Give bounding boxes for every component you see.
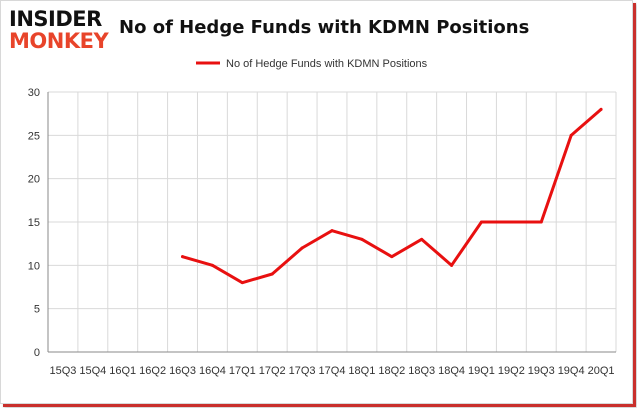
x-tick-label: 19Q4 [558, 365, 585, 377]
axes: 0 5 10 15 20 25 30 15Q3 15Q4 16Q1 16Q2 16Q3 16Q4 17Q1… [28, 87, 616, 377]
data-point [181, 255, 185, 259]
x-tick-label: 17Q3 [289, 365, 316, 377]
legend: No of Hedge Funds with KDMN Positions [196, 58, 428, 70]
data-point [509, 220, 513, 224]
legend-label: No of Hedge Funds with KDMN Positions [226, 58, 428, 70]
data-point [450, 263, 454, 267]
y-tick-label: 10 [28, 260, 40, 272]
data-point [420, 237, 424, 241]
y-tick-label: 5 [34, 304, 40, 316]
x-tick-label: 16Q4 [199, 365, 226, 377]
data-point [539, 220, 543, 224]
x-tick-label: 18Q2 [378, 365, 405, 377]
y-tick-label: 25 [28, 130, 40, 142]
y-tick-label: 30 [28, 87, 40, 99]
data-point [300, 246, 304, 250]
x-tick-label: 17Q4 [319, 365, 346, 377]
x-tick-label: 15Q3 [49, 365, 76, 377]
x-tick-label: 18Q1 [348, 365, 375, 377]
y-tick-label: 15 [28, 217, 40, 229]
x-tick-label: 19Q1 [468, 365, 495, 377]
logo-line-monkey: MONKEY [9, 29, 109, 53]
x-tick-label: 17Q1 [229, 365, 256, 377]
x-tick-label: 16Q2 [139, 365, 166, 377]
y-tick-label: 20 [28, 174, 40, 186]
series-layer [181, 107, 603, 285]
data-point [360, 237, 364, 241]
y-tick-label: 0 [34, 347, 40, 359]
x-tick-label: 20Q1 [588, 365, 615, 377]
data-point [240, 281, 244, 285]
x-tick-label: 15Q4 [79, 365, 106, 377]
logo-line-insider: INSIDER [9, 7, 102, 31]
x-tick-label: 19Q2 [498, 365, 525, 377]
data-point [569, 133, 573, 137]
x-tick-label: 19Q3 [528, 365, 555, 377]
data-point [330, 229, 334, 233]
data-point [479, 220, 483, 224]
data-point [390, 255, 394, 259]
data-point [210, 263, 214, 267]
x-tick-label: 16Q3 [169, 365, 196, 377]
x-tick-label: 18Q4 [438, 365, 465, 377]
x-tick-label: 17Q2 [259, 365, 286, 377]
insider-monkey-logo: INSIDER MONKEY [9, 7, 119, 55]
x-tick-label: 18Q3 [408, 365, 435, 377]
data-point [599, 107, 603, 111]
data-point [270, 272, 274, 276]
grid-lines [47, 91, 617, 352]
x-tick-label: 16Q1 [109, 365, 136, 377]
chart-title: No of Hedge Funds with KDMN Positions [119, 17, 530, 38]
